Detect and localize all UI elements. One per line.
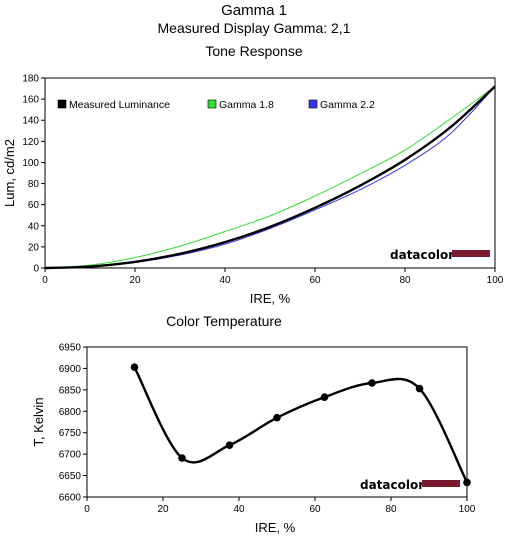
temp-plot-frame — [86, 346, 468, 498]
tone-y-tick-label: 20 — [28, 242, 40, 253]
tone-y-tick-label: 60 — [28, 200, 40, 211]
tone-response-title: Tone Response — [205, 43, 303, 59]
measured-gamma-subtitle: Measured Display Gamma: 2,1 — [157, 20, 351, 36]
tone-plot-frame — [44, 77, 496, 269]
temp-x-tick-label: 40 — [233, 504, 245, 515]
tone-y-tick-label: 0 — [33, 264, 39, 275]
temp-y-tick-label: 6650 — [59, 471, 82, 482]
temp-x-axis-label: IRE, % — [255, 520, 296, 535]
temp-x-tick-label: 20 — [157, 504, 169, 515]
tone-y-tick-label: 120 — [22, 137, 39, 148]
temp-y-tick-label: 6750 — [59, 428, 82, 439]
temp-data-point-1 — [130, 363, 139, 371]
tone-series-line-1 — [44, 85, 496, 270]
temp-y-tick-label: 6900 — [59, 364, 82, 375]
temp-x-tick-label: 100 — [459, 504, 476, 515]
temp-data-point-3 — [225, 441, 234, 449]
tone-x-axis-label: IRE, % — [250, 291, 291, 306]
temp-y-tick-label: 6850 — [59, 385, 82, 396]
tone-legend-swatch-3 — [308, 99, 318, 109]
temp-x-tick-label: 0 — [84, 504, 90, 515]
temp-y-tick-label: 6800 — [59, 407, 82, 418]
temp-series-line — [133, 366, 469, 483]
tone-legend-label-3: Gamma 2.2 — [320, 99, 375, 111]
tone-y-tick-label: 100 — [22, 158, 39, 169]
tone-x-tick-label: 100 — [487, 275, 504, 286]
tone-y-tick-label: 160 — [22, 95, 39, 106]
tone-y-tick-label: 140 — [22, 116, 39, 127]
datacolor-logo-text: datacolor — [390, 248, 454, 262]
tone-x-tick-label: 20 — [129, 275, 141, 286]
temp-x-tick-label: 60 — [309, 504, 321, 515]
tone-legend-swatch-1 — [57, 99, 67, 109]
temp-data-point-5 — [320, 393, 329, 401]
tone-x-tick-label: 0 — [42, 275, 48, 286]
temp-y-tick-label: 6700 — [59, 450, 82, 461]
color-temperature-title: Color Temperature — [166, 313, 282, 329]
temp-data-point-7 — [415, 384, 424, 393]
tone-y-tick-label: 80 — [28, 179, 40, 190]
tone-x-tick-label: 80 — [399, 275, 411, 286]
temp-data-point-8 — [463, 478, 471, 487]
tone-x-tick-label: 40 — [219, 275, 231, 286]
datacolor-logo-text: datacolor — [360, 478, 424, 492]
temp-data-point-6 — [368, 379, 376, 387]
tone-x-tick-label: 60 — [309, 275, 321, 286]
tone-y-axis-label: Lum, cd/m2 — [2, 139, 17, 207]
temp-y-tick-label: 6600 — [59, 493, 82, 504]
datacolor-logo-bar — [422, 480, 460, 487]
temp-y-tick-label: 6950 — [59, 343, 82, 354]
tone-y-tick-label: 40 — [28, 221, 40, 232]
datacolor-logo-bar — [452, 250, 490, 257]
tone-legend-label-1: Measured Luminance — [69, 99, 170, 111]
tone-series-line-2 — [44, 86, 496, 269]
temp-x-tick-label: 80 — [385, 504, 397, 515]
tone-y-tick-label: 180 — [22, 74, 39, 85]
tone-legend-swatch-2 — [207, 99, 217, 109]
temp-data-point-4 — [273, 413, 281, 422]
tone-response-chart: 0 20 40 60 80 100 120 140 160 180 0 20 40 60 80 100 IRE,… — [2, 74, 504, 307]
temp-data-point-2 — [178, 454, 186, 462]
temp-y-axis-label: T, Kelvin — [31, 397, 46, 446]
page-title: Gamma 1 — [221, 2, 287, 19]
tone-legend-label-2: Gamma 1.8 — [219, 99, 274, 111]
